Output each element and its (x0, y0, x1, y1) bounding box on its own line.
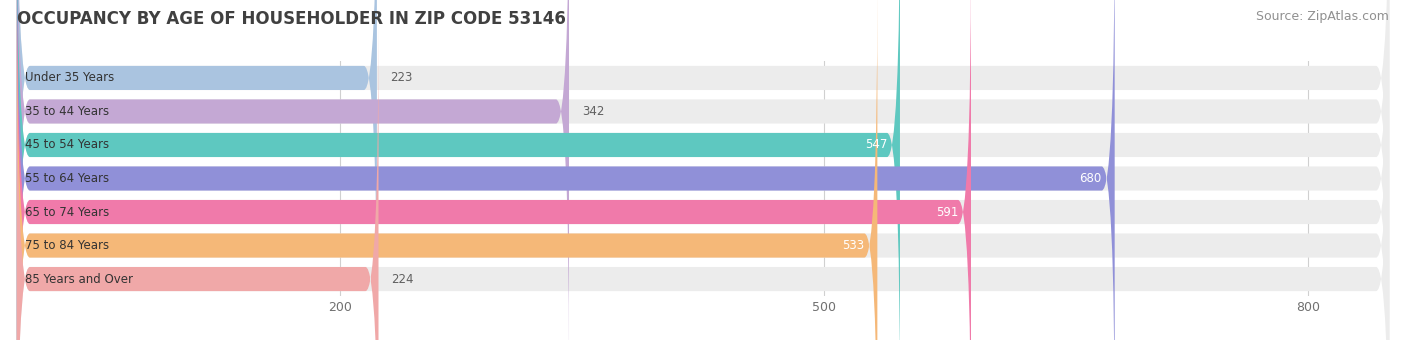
FancyBboxPatch shape (17, 23, 378, 340)
Text: 680: 680 (1080, 172, 1102, 185)
FancyBboxPatch shape (17, 0, 972, 340)
Text: 35 to 44 Years: 35 to 44 Years (25, 105, 110, 118)
FancyBboxPatch shape (17, 0, 877, 340)
Text: OCCUPANCY BY AGE OF HOUSEHOLDER IN ZIP CODE 53146: OCCUPANCY BY AGE OF HOUSEHOLDER IN ZIP C… (17, 10, 565, 28)
FancyBboxPatch shape (17, 0, 569, 340)
FancyBboxPatch shape (17, 0, 1389, 340)
Text: 533: 533 (842, 239, 865, 252)
Text: 223: 223 (389, 71, 412, 84)
FancyBboxPatch shape (17, 0, 1389, 340)
Text: 85 Years and Over: 85 Years and Over (25, 273, 134, 286)
Text: 65 to 74 Years: 65 to 74 Years (25, 205, 110, 219)
FancyBboxPatch shape (17, 0, 1389, 340)
Text: 224: 224 (391, 273, 413, 286)
Text: 45 to 54 Years: 45 to 54 Years (25, 138, 110, 152)
FancyBboxPatch shape (17, 0, 1389, 340)
Text: 342: 342 (582, 105, 605, 118)
Text: 547: 547 (865, 138, 887, 152)
FancyBboxPatch shape (17, 0, 1115, 340)
FancyBboxPatch shape (17, 0, 377, 334)
Text: Source: ZipAtlas.com: Source: ZipAtlas.com (1256, 10, 1389, 23)
Text: 55 to 64 Years: 55 to 64 Years (25, 172, 110, 185)
Text: 75 to 84 Years: 75 to 84 Years (25, 239, 110, 252)
FancyBboxPatch shape (17, 0, 900, 340)
FancyBboxPatch shape (17, 0, 1389, 340)
FancyBboxPatch shape (17, 23, 1389, 340)
Text: Under 35 Years: Under 35 Years (25, 71, 114, 84)
Text: 591: 591 (936, 205, 957, 219)
FancyBboxPatch shape (17, 0, 1389, 334)
